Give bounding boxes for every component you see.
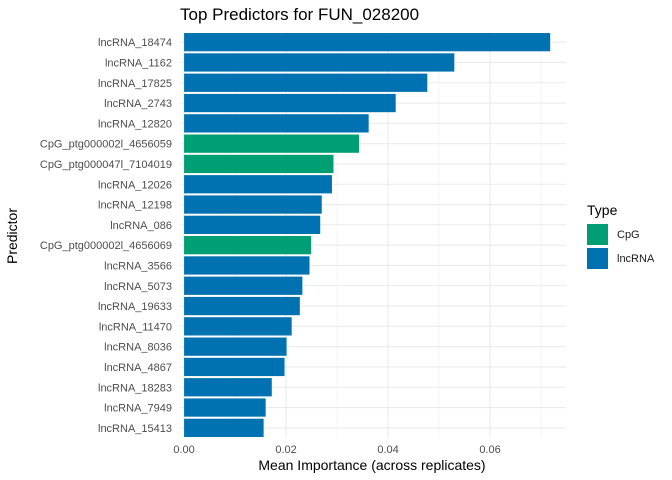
bar-lncRNA_18474	[184, 33, 551, 52]
bar-lncRNA_5073	[184, 276, 303, 295]
x-tick-label: 0.06	[479, 444, 500, 456]
y-tick-label: CpG_ptg000002l_4656059	[40, 139, 172, 151]
y-tick-label: lncRNA_12198	[98, 200, 172, 212]
bars	[184, 33, 551, 437]
bar-lncRNA_17825	[184, 73, 428, 92]
y-tick-label: lncRNA_7949	[104, 403, 172, 415]
bar-CpG_ptg000002l_4656069	[184, 236, 312, 255]
legend-key-CpG	[587, 224, 608, 245]
bar-lncRNA_12198	[184, 195, 322, 214]
y-tick-label: lncRNA_11470	[99, 321, 172, 333]
y-axis-title: Predictor	[4, 208, 20, 264]
bar-lncRNA_19633	[184, 296, 300, 316]
x-tick-label: 0.04	[377, 444, 398, 456]
legend-label: CpG	[617, 229, 640, 241]
y-tick-label: CpG_ptg000002l_4656069	[40, 240, 172, 252]
grid-lines	[180, 32, 566, 438]
y-tick-label: lncRNA_3566	[104, 260, 172, 272]
bar-lncRNA_8036	[184, 337, 287, 356]
bar-lncRNA_086	[184, 215, 321, 234]
legend-title: Type	[587, 202, 618, 218]
y-tick-label: lncRNA_086	[110, 220, 172, 232]
bar-CpG_ptg000002l_4656059	[184, 134, 359, 153]
y-tick-label: lncRNA_8036	[104, 342, 172, 354]
y-tick-label: lncRNA_19633	[98, 301, 172, 313]
y-tick-label: lncRNA_5073	[104, 281, 172, 293]
bar-lncRNA_7949	[184, 398, 266, 417]
bar-lncRNA_11470	[184, 317, 292, 336]
x-tick-label: 0.00	[173, 444, 194, 456]
y-tick-label: lncRNA_4867	[104, 362, 172, 374]
chart-title: Top Predictors for FUN_028200	[180, 5, 419, 24]
bar-CpG_ptg000047l_7104019	[184, 154, 334, 174]
legend: Type CpG lncRNA	[587, 202, 655, 269]
y-tick-label: CpG_ptg000047l_7104019	[40, 159, 172, 171]
bar-lncRNA_3566	[184, 256, 310, 275]
bar-lncRNA_12820	[184, 114, 369, 133]
y-tick-label: lncRNA_18283	[98, 382, 172, 394]
bar-lncRNA_2743	[184, 93, 396, 113]
bar-lncRNA_15413	[184, 418, 264, 437]
y-tick-label: lncRNA_17825	[98, 78, 172, 90]
x-axis-tick-labels: 0.00 0.02 0.04 0.06	[173, 444, 500, 456]
legend-key-lncRNA	[587, 248, 608, 269]
y-axis-tick-labels: lncRNA_18474 lncRNA_1162 lncRNA_17825 lncRN…	[40, 37, 172, 435]
y-tick-label: lncRNA_12820	[98, 118, 172, 130]
y-tick-label: lncRNA_1162	[105, 57, 172, 69]
bar-lncRNA_4867	[184, 357, 285, 377]
y-tick-label: lncRNA_2743	[104, 98, 172, 110]
x-axis-title: Mean Importance (across replicates)	[258, 457, 485, 473]
x-tick-label: 0.02	[275, 444, 296, 456]
y-tick-label: lncRNA_15413	[98, 423, 172, 435]
bar-lncRNA_1162	[184, 53, 455, 72]
legend-label: lncRNA	[617, 253, 655, 265]
bar-lncRNA_12026	[184, 175, 332, 194]
bar-lncRNA_18283	[184, 378, 272, 397]
y-tick-label: lncRNA_12026	[98, 179, 172, 191]
y-tick-label: lncRNA_18474	[98, 37, 172, 49]
